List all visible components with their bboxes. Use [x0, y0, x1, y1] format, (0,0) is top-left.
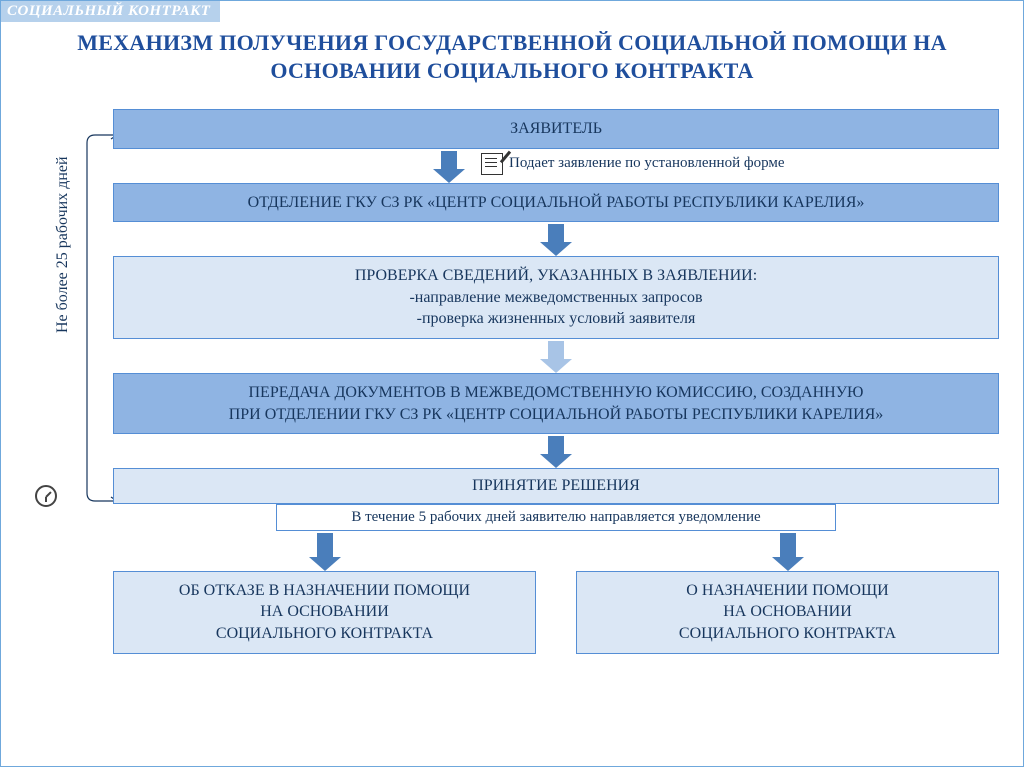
outcome-approval: О НАЗНАЧЕНИИ ПОМОЩИ НА ОСНОВАНИИ СОЦИАЛЬ…: [576, 571, 999, 654]
arrow-2: [113, 222, 999, 256]
clock-icon: [35, 485, 57, 507]
decision-note: В течение 5 рабочих дней заявителю напра…: [276, 504, 836, 531]
commission-line1: ПЕРЕДАЧА ДОКУМЕНТОВ В МЕЖВЕДОМСТВЕННУЮ К…: [126, 382, 986, 404]
step-verification: ПРОВЕРКА СВЕДЕНИЙ, УКАЗАННЫХ В ЗАЯВЛЕНИИ…: [113, 256, 999, 339]
applicant-note-text: Подает заявление по установленной форме: [509, 155, 785, 172]
approval-l1: О НАЗНАЧЕНИИ ПОМОЩИ: [589, 580, 986, 602]
arrow-left: [309, 531, 341, 571]
form-icon: [481, 153, 503, 175]
rejection-l1: ОБ ОТКАЗЕ В НАЗНАЧЕНИИ ПОМОЩИ: [126, 580, 523, 602]
rejection-l3: СОЦИАЛЬНОГО КОНТРАКТА: [126, 623, 523, 645]
page-frame: СОЦИАЛЬНЫЙ КОНТРАКТ МЕХАНИЗМ ПОЛУЧЕНИЯ Г…: [0, 0, 1024, 767]
step-commission: ПЕРЕДАЧА ДОКУМЕНТОВ В МЕЖВЕДОМСТВЕННУЮ К…: [113, 373, 999, 434]
flowchart: ЗАЯВИТЕЛЬ Подает заявление по установлен…: [113, 109, 999, 746]
arrow-right: [772, 531, 804, 571]
verification-line2: -проверка жизненных условий заявителя: [126, 308, 986, 330]
arrow-3: [113, 339, 999, 373]
approval-l3: СОЦИАЛЬНОГО КОНТРАКТА: [589, 623, 986, 645]
step-applicant: ЗАЯВИТЕЛЬ: [113, 109, 999, 149]
outcome-rejection: ОБ ОТКАЗЕ В НАЗНАЧЕНИИ ПОМОЩИ НА ОСНОВАН…: [113, 571, 536, 654]
header-tag: СОЦИАЛЬНЫЙ КОНТРАКТ: [1, 1, 220, 22]
arrow-1: Подает заявление по установленной форме: [113, 149, 999, 183]
decision-split: ОБ ОТКАЗЕ В НАЗНАЧЕНИИ ПОМОЩИ НА ОСНОВАН…: [113, 531, 999, 654]
commission-line2: ПРИ ОТДЕЛЕНИИ ГКУ СЗ РК «ЦЕНТР СОЦИАЛЬНО…: [126, 404, 986, 426]
verification-line1: -направление межведомственных запросов: [126, 287, 986, 309]
arrow-4: [113, 434, 999, 468]
timing-label: Не более 25 рабочих дней: [54, 156, 72, 333]
step-department: ОТДЕЛЕНИЕ ГКУ СЗ РК «ЦЕНТР СОЦИАЛЬНОЙ РА…: [113, 183, 999, 223]
rejection-l2: НА ОСНОВАНИИ: [126, 601, 523, 623]
step-decision: ПРИНЯТИЕ РЕШЕНИЯ: [113, 468, 999, 504]
verification-title: ПРОВЕРКА СВЕДЕНИЙ, УКАЗАННЫХ В ЗАЯВЛЕНИИ…: [126, 265, 986, 287]
approval-l2: НА ОСНОВАНИИ: [589, 601, 986, 623]
timing-sidebar: Не более 25 рабочих дней: [19, 133, 109, 503]
applicant-note: Подает заявление по установленной форме: [481, 153, 785, 175]
